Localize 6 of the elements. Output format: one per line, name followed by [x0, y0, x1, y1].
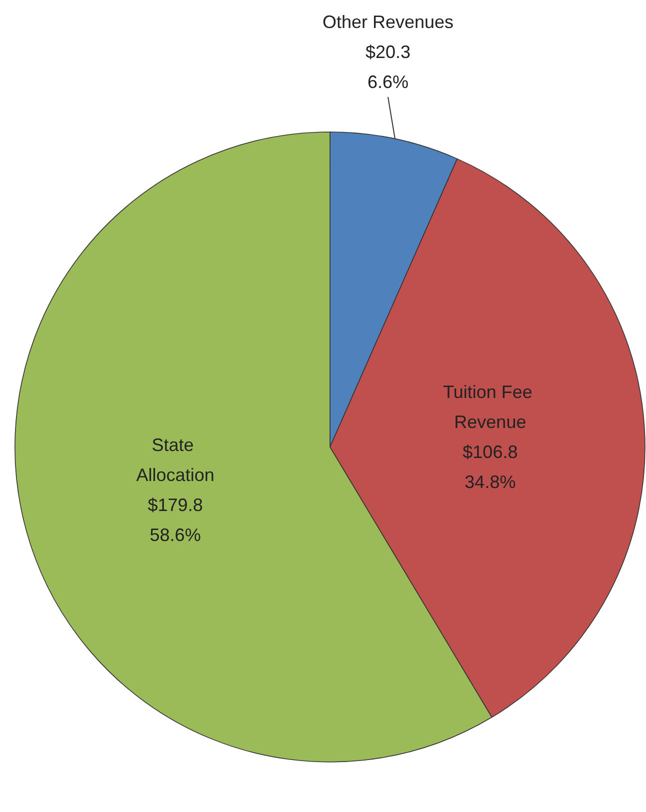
data-label: $20.3 6.6%: [365, 42, 411, 92]
slice-label: State Allocation: [136, 434, 214, 485]
slice-label: Tuition Fee Revenue: [442, 382, 538, 432]
data-label: $106.8 34.8%: [462, 442, 518, 492]
slice-label: Other Revenues: [322, 12, 454, 32]
data-label: $179.8 58.6%: [148, 494, 203, 545]
